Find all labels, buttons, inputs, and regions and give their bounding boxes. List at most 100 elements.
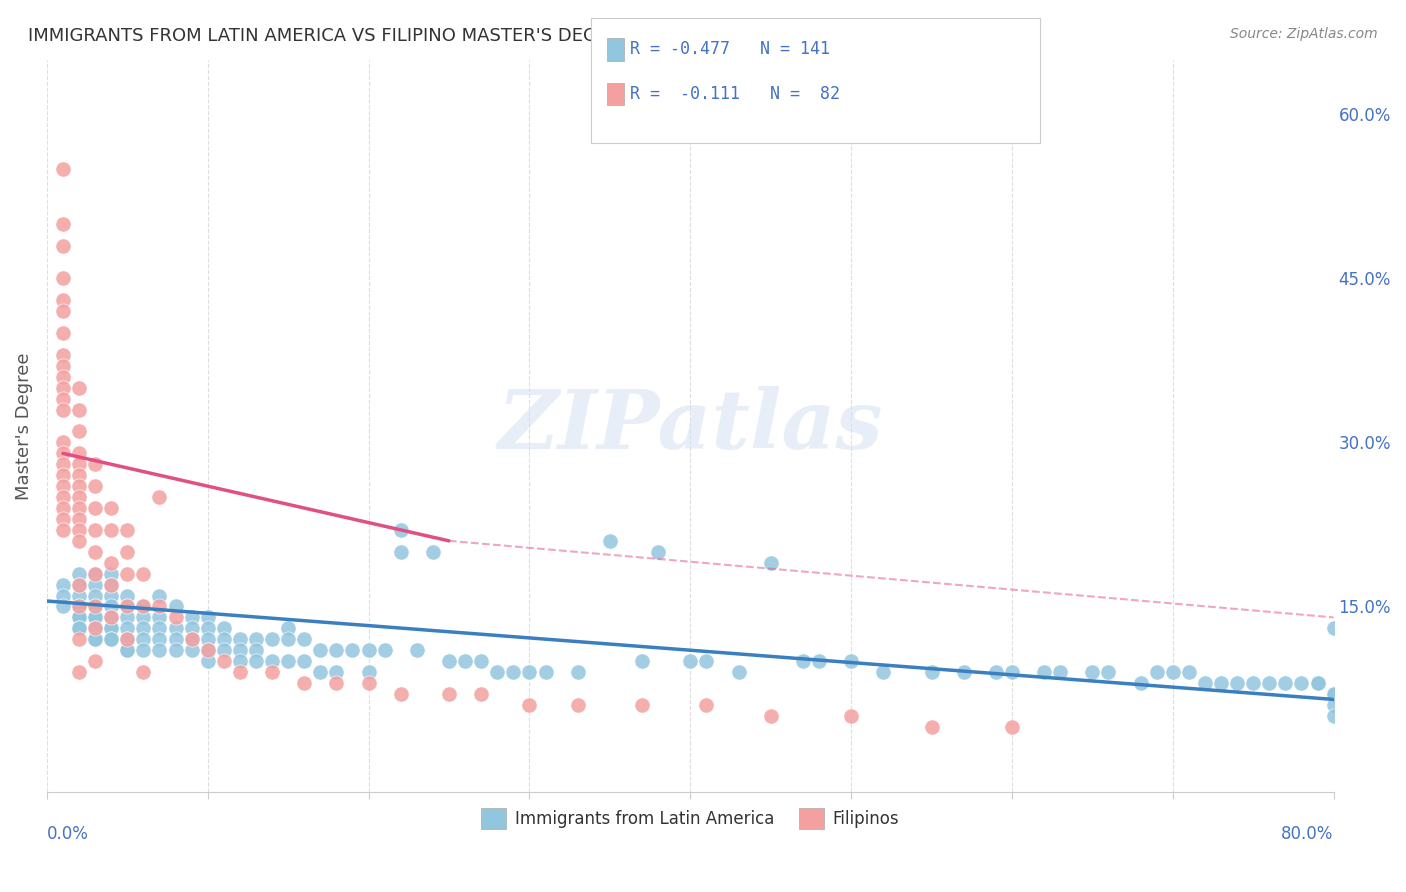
Point [165,599,187,614]
Point [1129,676,1152,690]
Y-axis label: Master's Degree: Master's Degree [15,352,32,500]
Point [148,589,170,603]
Point [389,523,412,537]
Point [262,632,284,647]
Point [984,665,1007,679]
Point [165,621,187,635]
Text: R =  -0.111   N =  82: R = -0.111 N = 82 [630,85,839,103]
Point [52,348,75,362]
Point [1209,676,1232,690]
Point [148,621,170,635]
Point [180,643,202,657]
Point [67,479,90,493]
Point [148,599,170,614]
Point [212,632,235,647]
Point [117,545,139,559]
Point [52,304,75,318]
Point [437,654,460,668]
Point [695,698,717,712]
Point [197,632,219,647]
Point [759,709,782,723]
Point [117,632,139,647]
Point [132,599,155,614]
Point [165,632,187,647]
Point [148,643,170,657]
Point [839,709,862,723]
Point [405,643,427,657]
Point [1033,665,1056,679]
Point [117,566,139,581]
Point [229,632,252,647]
Point [67,599,90,614]
Point [1097,665,1119,679]
Point [422,545,444,559]
Point [117,599,139,614]
Point [67,458,90,472]
Point [357,665,380,679]
Point [1001,720,1024,734]
Point [180,632,202,647]
Point [84,621,107,635]
Point [100,566,122,581]
Point [84,577,107,591]
Point [245,643,267,657]
Point [197,643,219,657]
Point [292,632,315,647]
Point [342,643,364,657]
Point [1306,676,1329,690]
Point [148,610,170,624]
Point [1258,676,1281,690]
Point [100,501,122,516]
Point [52,271,75,285]
Point [67,446,90,460]
Point [52,490,75,504]
Point [100,577,122,591]
Point [1049,665,1071,679]
Point [117,621,139,635]
Point [148,490,170,504]
Point [679,654,702,668]
Point [952,665,974,679]
Point [84,501,107,516]
Point [67,425,90,439]
Point [132,610,155,624]
Point [534,665,557,679]
Point [67,632,90,647]
Point [117,643,139,657]
Point [229,654,252,668]
Point [325,643,347,657]
Text: 80.0%: 80.0% [1281,825,1334,844]
Point [229,643,252,657]
Point [132,621,155,635]
Point [262,665,284,679]
Point [389,545,412,559]
Point [1241,676,1264,690]
Point [67,533,90,548]
Point [52,523,75,537]
Point [84,632,107,647]
Point [67,589,90,603]
Point [117,599,139,614]
Point [100,556,122,570]
Point [631,654,654,668]
Point [52,369,75,384]
Point [84,654,107,668]
Point [84,599,107,614]
Point [1323,709,1346,723]
Point [84,599,107,614]
Point [567,698,589,712]
Point [52,458,75,472]
Point [470,687,492,701]
Point [1001,665,1024,679]
Point [180,632,202,647]
Point [197,610,219,624]
Point [437,687,460,701]
Text: Source: ZipAtlas.com: Source: ZipAtlas.com [1230,27,1378,41]
Point [245,632,267,647]
Point [67,501,90,516]
Point [454,654,477,668]
Point [486,665,509,679]
Point [84,589,107,603]
Point [84,610,107,624]
Point [1323,687,1346,701]
